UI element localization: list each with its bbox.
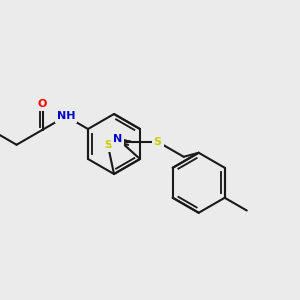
- Text: O: O: [38, 99, 47, 109]
- Text: N: N: [113, 134, 122, 144]
- Text: NH: NH: [57, 111, 75, 121]
- Text: S: S: [104, 140, 112, 150]
- Text: S: S: [154, 137, 162, 147]
